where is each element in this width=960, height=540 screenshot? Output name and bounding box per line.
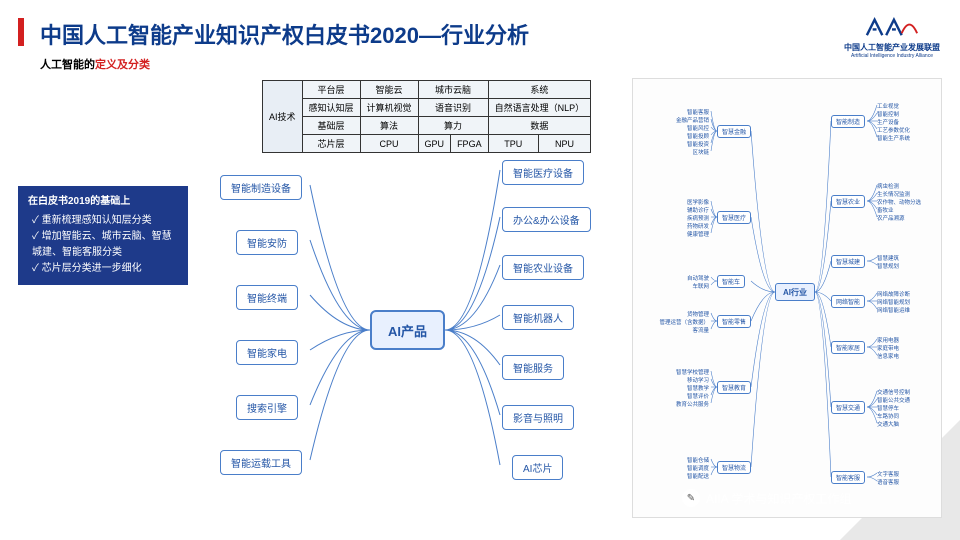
mindmap2-leaf: 智能客服 [687,108,709,116]
mindmap2-node: 智能零售 [717,315,751,328]
mindmap-node: 搜索引擎 [236,395,298,420]
mindmap2-node: 智能制造 [831,115,865,128]
mindmap-node: 智能农业设备 [502,255,584,280]
mindmap2-leaf: 智慧停车 [877,404,899,412]
logo-text-cn: 中国人工智能产业发展联盟 [844,42,940,53]
mindmap2-leaf: 医学影像 [687,198,709,206]
mindmap2-node: 网络智能 [831,295,865,308]
highlight-item: ✓ 芯片层分类进一步细化 [28,261,178,277]
ai-industry-mindmap: AI行业 智慧金融智能客服金融产品营销智能风控智能投顾智能投资区块链智慧医疗医学… [632,78,942,518]
mindmap2-leaf: 语音客服 [877,478,899,486]
mindmap2-leaf: 生产设备 [877,118,899,126]
mindmap2-node: 智能家居 [831,341,865,354]
mindmap2-leaf: 智慧评价 [687,392,709,400]
highlight-head: 在白皮书2019的基础上 [28,194,178,210]
mindmap2-node: 智能客服 [831,471,865,484]
mindmap2-leaf: 交通大脑 [877,420,899,428]
mindmap2-leaf: 疾病预测 [687,214,709,222]
subtitle-prefix: 人工智能的 [40,59,95,71]
mindmap-node: 智能服务 [502,355,564,380]
mindmap2-leaf: 家庭带电 [877,344,899,352]
mindmap2-leaf: 自动驾驶 [687,274,709,282]
mindmap2-leaf: 智能风控 [687,124,709,132]
mindmap2-leaf: 智能投资 [687,140,709,148]
mindmap2-leaf: 健康管理 [687,230,709,238]
mindmap2-leaf: 工艺参数优化 [877,126,910,134]
mindmap2-leaf: 客流量 [692,326,709,334]
table-header: AI技术 [263,81,303,153]
watermark-text: AIIA 学术与知识产权工作组 [706,490,851,507]
mindmap2-leaf: 交通信号控制 [877,388,910,396]
mindmap2-leaf: 网络智能规划 [877,298,910,306]
mindmap2-leaf: 智能控制 [877,110,899,118]
mindmap-node: 智能家电 [236,340,298,365]
mindmap2-node: 智慧城建 [831,255,865,268]
mindmap2-leaf: 车路协同 [877,412,899,420]
mindmap-node: 智能安防 [236,230,298,255]
mindmap2-leaf: 智能生产系统 [877,134,910,142]
highlight-item: ✓ 增加智能云、城市云脑、智慧城建、智能客服分类 [28,229,178,261]
wechat-icon: ✎ [682,489,700,507]
mindmap2-leaf: 信息家电 [877,352,899,360]
mindmap2-leaf: 病虫检测 [877,182,899,190]
mindmap-center: AI产品 [370,310,445,350]
mindmap-node: 智能制造设备 [220,175,302,200]
subtitle: 人工智能的定义及分类 [40,56,150,72]
mindmap2-leaf: 农作物、动物分选 [877,198,921,206]
mindmap2-leaf: 文字客服 [877,470,899,478]
logo-text-en: Artificial Intelligence Industry Allianc… [844,53,940,59]
aiia-logo: 中国人工智能产业发展联盟 Artificial Intelligence Ind… [844,12,940,59]
subtitle-emphasis: 定义及分类 [95,59,150,71]
mindmap2-leaf: 药物研发 [687,222,709,230]
mindmap2-leaf: 智慧规划 [877,262,899,270]
mindmap2-leaf: 教育公共服务 [676,400,709,408]
mindmap2-leaf: 货物管理 [687,310,709,318]
mindmap2-leaf: 畜牧业 [877,206,894,214]
mindmap2-leaf: 智慧学校管理 [676,368,709,376]
mindmap-node: 智能机器人 [502,305,574,330]
mindmap2-leaf: 智能投顾 [687,132,709,140]
mindmap-node: 办公&办公设备 [502,207,591,232]
mindmap2-leaf: 网络故障诊断 [877,290,910,298]
mindmap2-leaf: 家用电器 [877,336,899,344]
mindmap2-node: 智慧教育 [717,381,751,394]
mindmap2-leaf: 生长情况监测 [877,190,910,198]
mindmap-node: 智能运载工具 [220,450,302,475]
mindmap2-leaf: 区块链 [692,148,709,156]
page-title: 中国人工智能产业知识产权白皮书2020—行业分析 [40,18,529,50]
mindmap2-leaf: 智能仓储 [687,456,709,464]
mindmap-node: 智能终端 [236,285,298,310]
mindmap2-leaf: 智能调度 [687,464,709,472]
mindmap2-leaf: 管理运营（含数据） [659,318,709,326]
title-accent-bar [18,18,24,46]
mindmap2-leaf: 智慧教学 [687,384,709,392]
mindmap2-node: 智慧物流 [717,461,751,474]
logo-icon [863,12,921,40]
mindmap2-center: AI行业 [775,283,815,301]
mindmap2-node: 智能车 [717,275,745,288]
highlight-box: 在白皮书2019的基础上 ✓ 重新梳理感知认知层分类 ✓ 增加智能云、城市云脑、… [18,186,188,285]
mindmap-node: AI芯片 [512,455,563,480]
watermark: ✎ AIIA 学术与知识产权工作组 [682,489,851,507]
mindmap2-node: 智慧交通 [831,401,865,414]
ai-product-mindmap: AI产品 智能制造设备 智能安防 智能终端 智能家电 搜索引擎 智能运载工具 智… [190,155,630,525]
mindmap2-node: 智慧医疗 [717,211,751,224]
mindmap2-leaf: 金融产品营销 [676,116,709,124]
mindmap2-leaf: 辅助诊疗 [687,206,709,214]
mindmap2-leaf: 车联网 [692,282,709,290]
mindmap2-leaf: 智慧建筑 [877,254,899,262]
mindmap2-leaf: 工业视觉 [877,102,899,110]
mindmap2-node: 智慧金融 [717,125,751,138]
mindmap2-leaf: 智能公共交通 [877,396,910,404]
mindmap2-node: 智慧农业 [831,195,865,208]
mindmap2-leaf: 农产品溯源 [877,214,905,222]
highlight-item: ✓ 重新梳理感知认知层分类 [28,213,178,229]
mindmap-node: 智能医疗设备 [502,160,584,185]
mindmap2-leaf: 移动学习 [687,376,709,384]
mindmap2-leaf: 网络智能运维 [877,306,910,314]
mindmap-node: 影音与照明 [502,405,574,430]
mindmap2-leaf: 智能配送 [687,472,709,480]
ai-tech-table: AI技术 平台层智能云城市云脑系统 感知认知层计算机视觉语音识别自然语言处理（N… [262,80,591,153]
